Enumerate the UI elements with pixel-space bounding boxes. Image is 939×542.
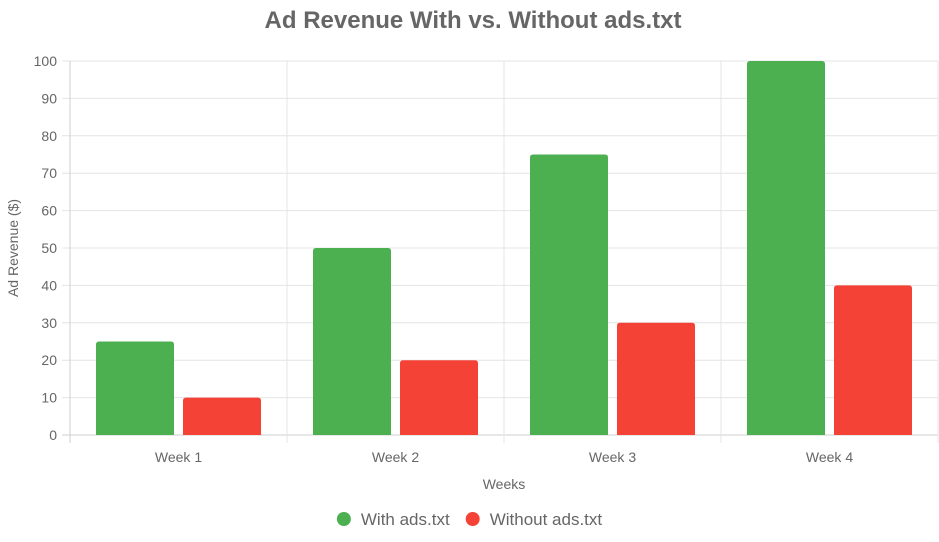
legend-item[interactable]: With ads.txt	[336, 510, 450, 529]
bar-with-ads-txt[interactable]	[747, 61, 825, 435]
y-axis-title: Ad Revenue ($)	[5, 199, 21, 297]
y-tick-label: 20	[41, 352, 57, 368]
y-axis-ticks: 0 10 20 30 40 50 60 70 80 90 100	[34, 53, 58, 443]
y-tick-label: 80	[41, 128, 57, 144]
legend-swatch	[465, 512, 480, 526]
x-tick-label: Week 1	[155, 449, 202, 465]
y-tick-label: 30	[41, 315, 57, 331]
x-tick-label: Week 3	[589, 449, 636, 465]
bars	[96, 61, 912, 435]
y-tick-label: 40	[41, 277, 57, 293]
grid	[62, 60, 939, 443]
x-tick-label: Week 4	[806, 449, 853, 465]
y-tick-label: 50	[41, 240, 57, 256]
y-tick-label: 70	[41, 165, 57, 181]
legend-label: Without ads.txt	[490, 510, 603, 529]
legend: With ads.txt Without ads.txt	[336, 510, 603, 529]
y-tick-label: 90	[41, 90, 57, 106]
bar-with-ads-txt[interactable]	[530, 154, 608, 436]
bar-without-ads-txt[interactable]	[400, 360, 478, 435]
bar-without-ads-txt[interactable]	[183, 397, 261, 435]
x-tick-label: Week 2	[372, 449, 419, 465]
bar-without-ads-txt[interactable]	[834, 285, 912, 435]
y-tick-label: 100	[34, 53, 58, 69]
legend-swatch	[336, 512, 351, 526]
y-tick-label: 60	[41, 203, 57, 219]
y-tick-label: 10	[41, 390, 57, 406]
chart-title: Ad Revenue With vs. Without ads.txt	[265, 7, 682, 34]
bar-without-ads-txt[interactable]	[617, 322, 695, 435]
y-tick-label: 0	[49, 427, 57, 443]
legend-label: With ads.txt	[361, 510, 450, 529]
x-axis-title: Weeks	[483, 476, 526, 492]
bar-with-ads-txt[interactable]	[96, 341, 174, 436]
x-axis-ticks: Week 1 Week 2 Week 3 Week 4	[155, 449, 853, 465]
bar-with-ads-txt[interactable]	[313, 248, 391, 435]
legend-item[interactable]: Without ads.txt	[465, 510, 603, 529]
